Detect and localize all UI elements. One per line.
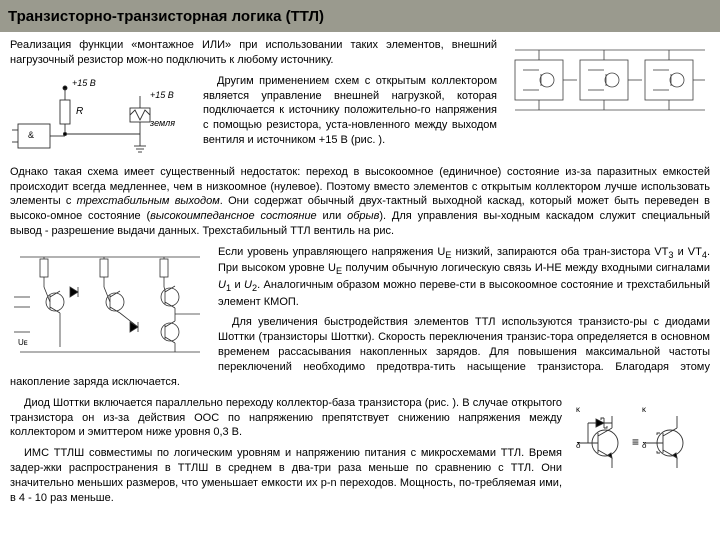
p3b: трехстабильным выходом — [77, 195, 220, 207]
p4a: Если уровень управляющего напряжения U — [218, 246, 445, 258]
p4a9: . Аналогичным образом можно переве-сти в… — [218, 279, 710, 308]
p4u1: U — [218, 279, 226, 291]
label-15v2: +15 В — [150, 90, 174, 100]
p4u2: U — [244, 279, 252, 291]
schematic-schottky: ≡ κ κ δ δ — [570, 398, 710, 476]
schematic-tristate: Uᴇ — [10, 247, 210, 367]
figure-schottky: ≡ κ κ δ δ — [570, 398, 710, 476]
svg-text:κ: κ — [576, 405, 581, 414]
p3d: высокоимпедансное состояние — [150, 210, 317, 222]
svg-text:≡: ≡ — [632, 435, 639, 449]
svg-text:Uᴇ: Uᴇ — [18, 338, 28, 347]
paragraph-3: Однако такая схема имеет существенный не… — [10, 165, 710, 239]
p4a4: и VT — [674, 246, 702, 258]
figure-tristate: Uᴇ — [10, 247, 210, 367]
page-content: Реализация функции «монтажное ИЛИ» при и… — [0, 32, 720, 518]
p3e: или — [317, 210, 347, 222]
p4a8: получим обычную логическую связь И-НЕ ме… — [342, 262, 710, 274]
header-title: Транзисторно-транзисторная логика (ТТЛ) — [8, 8, 324, 25]
svg-text:&: & — [28, 130, 34, 140]
page-header: Транзисторно-транзисторная логика (ТТЛ) — [0, 0, 720, 32]
p4and: и — [231, 279, 244, 291]
figure-top-right — [505, 40, 710, 122]
p4a2: низкий, запираются оба тран-зистора VT — [451, 246, 668, 258]
svg-text:δ: δ — [642, 441, 647, 450]
label-gnd: земля — [149, 118, 175, 128]
p3f: обрыв — [347, 210, 379, 222]
figure-resistor: +15 В R & +15 В земля — [10, 76, 195, 161]
schematic-resistor: +15 В R & +15 В земля — [10, 76, 195, 161]
label-R: R — [76, 106, 83, 117]
svg-text:δ: δ — [576, 441, 581, 450]
label-15v: +15 В — [72, 78, 96, 88]
schematic-open-collector — [505, 40, 710, 122]
svg-text:κ: κ — [642, 405, 647, 414]
